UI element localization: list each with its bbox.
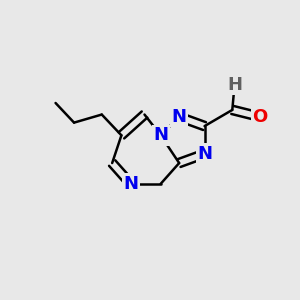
Text: N: N <box>197 145 212 163</box>
Text: N: N <box>123 175 138 193</box>
Text: N: N <box>172 108 187 126</box>
Text: N: N <box>153 126 168 144</box>
Text: O: O <box>252 108 268 126</box>
Text: H: H <box>227 76 242 94</box>
